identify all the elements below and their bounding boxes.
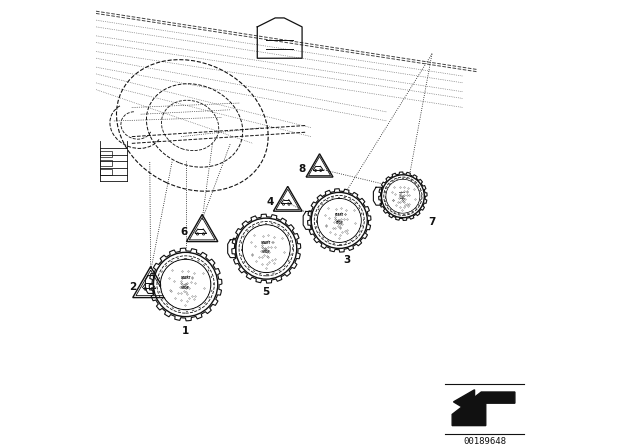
Text: START: START: [180, 276, 191, 280]
Text: 3: 3: [343, 255, 351, 265]
Text: 7: 7: [428, 217, 436, 227]
Text: 00189648: 00189648: [463, 437, 506, 446]
Text: STOP: STOP: [335, 221, 343, 225]
Polygon shape: [232, 214, 301, 283]
Bar: [100, 169, 112, 175]
Text: START: START: [261, 241, 271, 245]
Text: 6: 6: [180, 227, 188, 237]
Circle shape: [244, 226, 289, 271]
Bar: [100, 151, 112, 157]
Text: 2: 2: [129, 282, 136, 292]
Circle shape: [162, 261, 209, 308]
Text: STOP: STOP: [262, 250, 271, 254]
Bar: [100, 160, 112, 166]
Circle shape: [319, 200, 360, 241]
Polygon shape: [379, 172, 427, 220]
Polygon shape: [149, 248, 222, 321]
Polygon shape: [454, 390, 475, 414]
Text: 8: 8: [298, 164, 306, 174]
Text: START: START: [399, 192, 406, 193]
Polygon shape: [308, 189, 371, 252]
Text: 1: 1: [182, 326, 189, 336]
Text: STOP: STOP: [181, 286, 190, 290]
Text: 5: 5: [262, 287, 270, 297]
Text: STOP: STOP: [400, 198, 406, 199]
Polygon shape: [452, 392, 515, 426]
Text: START: START: [335, 213, 344, 217]
Circle shape: [387, 181, 419, 212]
Text: 4: 4: [267, 198, 274, 207]
